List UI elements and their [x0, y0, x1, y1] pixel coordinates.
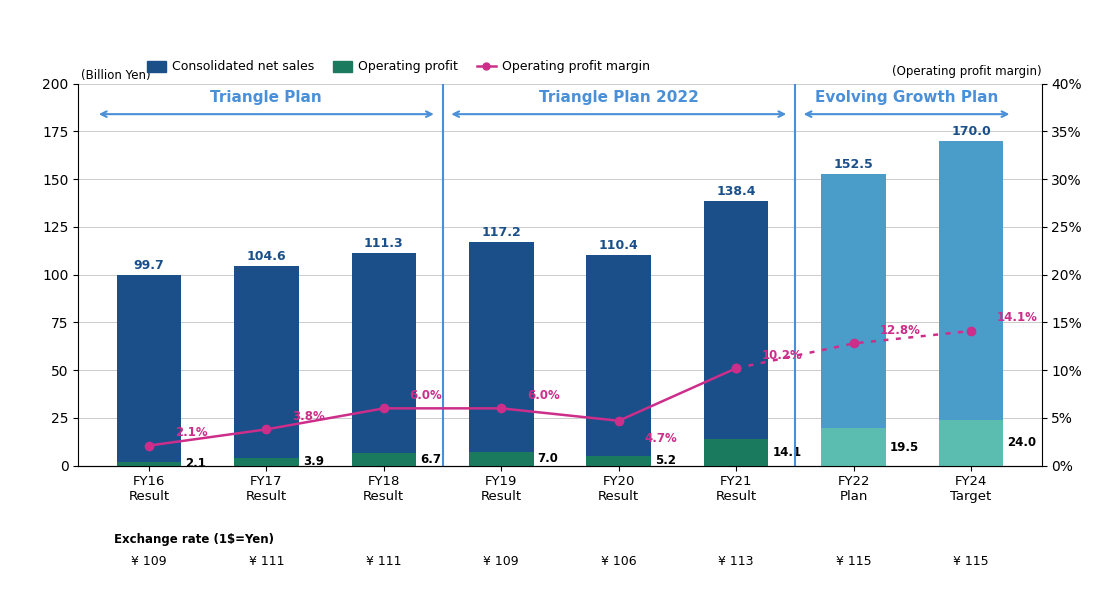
Text: 110.4: 110.4: [599, 239, 638, 252]
Text: 3.9: 3.9: [302, 456, 324, 469]
Legend: Consolidated net sales, Operating profit, Operating profit margin: Consolidated net sales, Operating profit…: [142, 56, 655, 78]
Text: 10.2%: 10.2%: [762, 349, 803, 362]
Bar: [352, 453, 417, 466]
Text: 104.6: 104.6: [246, 250, 286, 263]
Text: ¥ 111: ¥ 111: [249, 555, 284, 568]
Text: ¥ 115: ¥ 115: [836, 555, 871, 568]
Bar: [587, 456, 651, 466]
Bar: [234, 266, 299, 466]
Text: 6.0%: 6.0%: [528, 389, 560, 402]
Bar: [352, 253, 417, 466]
Text: Triangle Plan 2022: Triangle Plan 2022: [539, 90, 699, 104]
Text: 99.7: 99.7: [133, 259, 165, 272]
Text: 5.2: 5.2: [655, 454, 676, 467]
Bar: [116, 461, 181, 466]
Text: 3.8%: 3.8%: [292, 410, 325, 423]
Bar: [587, 255, 651, 466]
Text: 138.4: 138.4: [717, 186, 756, 198]
Bar: [469, 242, 533, 466]
Bar: [939, 420, 1004, 466]
Text: 2.1: 2.1: [185, 457, 206, 470]
Bar: [469, 453, 533, 466]
Text: 12.8%: 12.8%: [879, 324, 921, 337]
Text: 19.5: 19.5: [890, 441, 920, 454]
Bar: [703, 439, 768, 466]
Bar: [116, 275, 181, 466]
Bar: [821, 174, 886, 466]
Text: ¥ 109: ¥ 109: [131, 555, 167, 568]
Text: 117.2: 117.2: [482, 226, 521, 239]
Text: Exchange rate (1$=Yen): Exchange rate (1$=Yen): [113, 533, 273, 546]
Text: Evolving Growth Plan: Evolving Growth Plan: [815, 90, 998, 104]
Text: (Operating profit margin): (Operating profit margin): [892, 65, 1042, 78]
Bar: [234, 458, 299, 466]
Text: 111.3: 111.3: [364, 237, 403, 250]
Text: ¥ 106: ¥ 106: [601, 555, 636, 568]
Bar: [821, 429, 886, 466]
Text: 14.1: 14.1: [773, 446, 802, 458]
Text: 6.0%: 6.0%: [410, 389, 442, 402]
Text: 24.0: 24.0: [1008, 436, 1037, 449]
Text: 14.1%: 14.1%: [997, 311, 1038, 324]
Text: 2.1%: 2.1%: [175, 426, 207, 439]
Text: 7.0: 7.0: [538, 453, 559, 466]
Text: 4.7%: 4.7%: [645, 432, 678, 445]
Text: ¥ 111: ¥ 111: [366, 555, 402, 568]
Bar: [703, 201, 768, 466]
Text: Triangle Plan: Triangle Plan: [211, 90, 323, 104]
Text: 6.7: 6.7: [420, 453, 441, 466]
Text: ¥ 113: ¥ 113: [718, 555, 754, 568]
Text: 170.0: 170.0: [951, 125, 991, 138]
Text: ¥ 109: ¥ 109: [484, 555, 519, 568]
Text: 152.5: 152.5: [833, 158, 874, 171]
Text: ¥ 115: ¥ 115: [953, 555, 989, 568]
Bar: [939, 141, 1004, 466]
Text: (Billion Yen): (Billion Yen): [81, 69, 150, 82]
